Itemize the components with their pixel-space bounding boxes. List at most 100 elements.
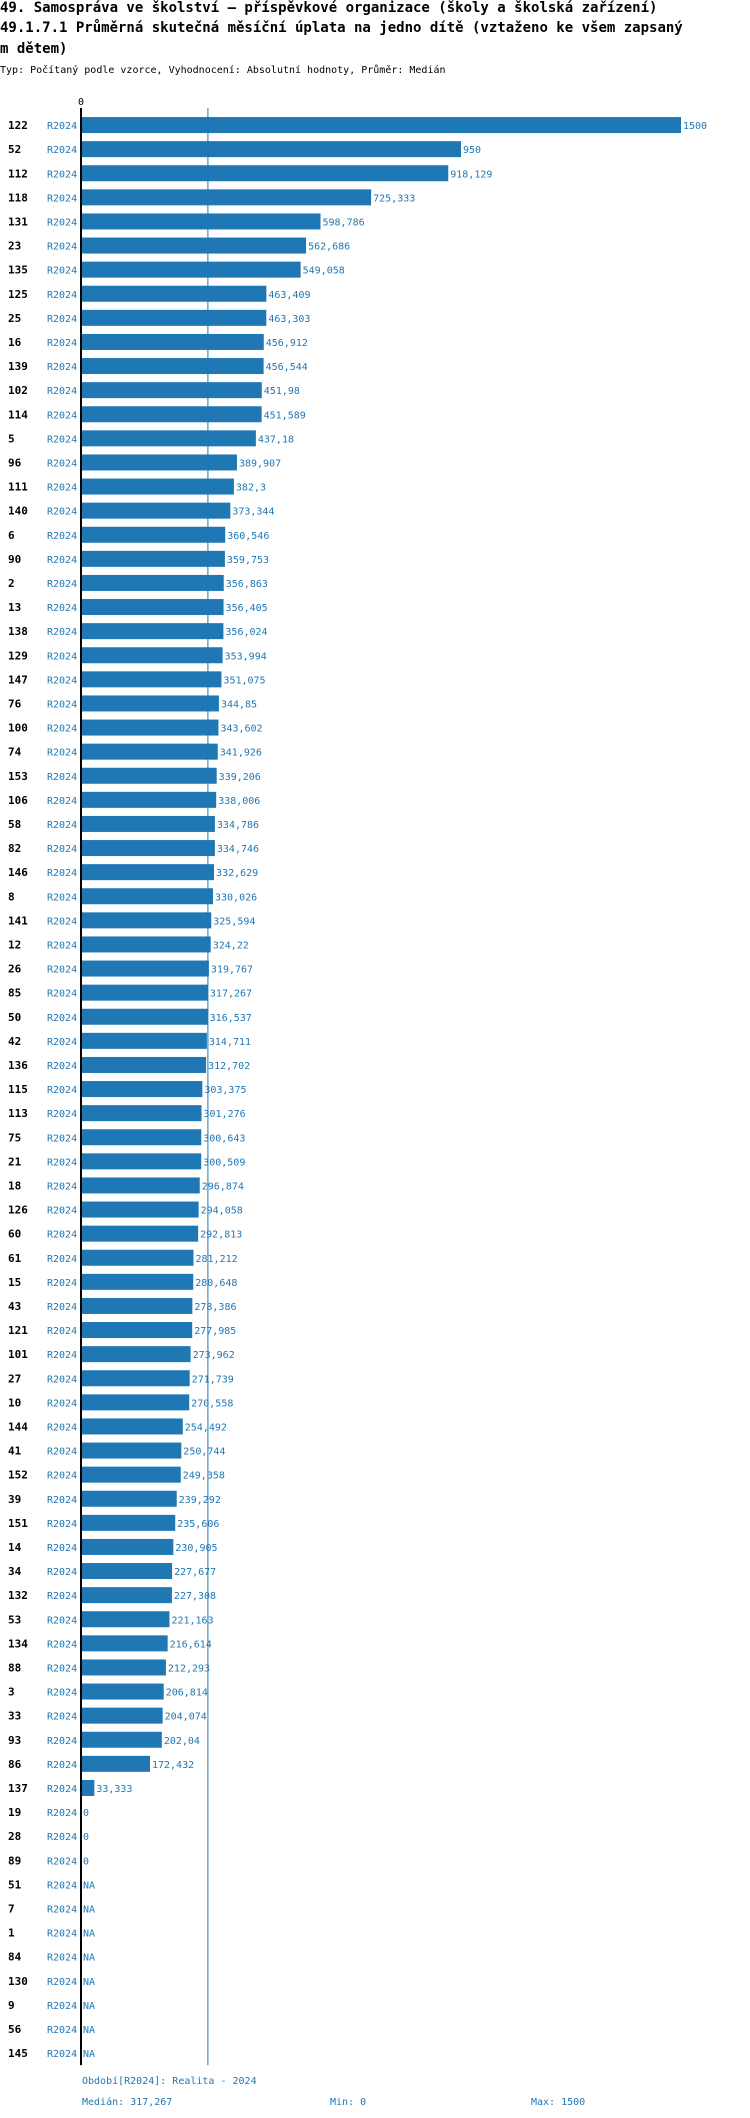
data-label: 319,767 (211, 965, 253, 976)
series-label: R2024 (47, 1302, 77, 1313)
row-id-label: 75 (8, 1131, 21, 1144)
series-label: R2024 (47, 531, 77, 542)
row-id-label: 14 (8, 1541, 22, 1554)
row-id-label: 42 (8, 1035, 21, 1048)
row-id-label: 152 (8, 1469, 28, 1482)
row-id-label: 12 (8, 938, 21, 951)
row-id-label: 151 (8, 1517, 28, 1530)
footer-min: Min: 0 (330, 2097, 367, 2108)
data-label: 325,594 (213, 916, 255, 927)
series-label: R2024 (47, 1157, 77, 1168)
data-label: 360,546 (227, 531, 269, 542)
data-label: 451,589 (264, 410, 306, 421)
row-id-label: 3 (8, 1686, 15, 1699)
row-id-label: 121 (8, 1324, 28, 1337)
series-label: R2024 (47, 1422, 77, 1433)
bar (81, 1755, 150, 1772)
row-id-label: 39 (8, 1493, 21, 1506)
row-id-label: 137 (8, 1782, 28, 1795)
series-label: R2024 (47, 965, 77, 976)
x-tick-label: 0 (78, 97, 84, 108)
series-label: R2024 (47, 1326, 77, 1337)
bar (81, 599, 224, 616)
series-label: R2024 (47, 1206, 77, 1217)
series-label: R2024 (47, 1688, 77, 1699)
data-label: 202,04 (164, 1736, 200, 1747)
data-label: 356,863 (226, 579, 268, 590)
bar (81, 189, 372, 206)
bar (81, 1032, 207, 1049)
row-id-label: 27 (8, 1372, 21, 1385)
series-label: R2024 (47, 1639, 77, 1650)
row-id-label: 129 (8, 649, 28, 662)
row-id-label: 144 (8, 1420, 28, 1433)
footer-period: Období[R2024]: Realita - 2024 (82, 2076, 257, 2087)
row-id-label: 138 (8, 625, 28, 638)
series-label: R2024 (47, 2049, 77, 2060)
data-label: NA (83, 1929, 95, 1940)
series-label: R2024 (47, 1615, 77, 1626)
bar (81, 237, 307, 254)
bar (81, 888, 214, 905)
series-label: R2024 (47, 1519, 77, 1530)
data-label: 463,409 (268, 290, 310, 301)
series-label: R2024 (47, 1471, 77, 1482)
row-id-label: 74 (8, 746, 22, 759)
row-id-label: 139 (8, 360, 28, 373)
data-label: 330,026 (215, 892, 257, 903)
series-label: R2024 (47, 844, 77, 855)
row-id-label: 125 (8, 288, 28, 301)
data-label: 212,293 (168, 1663, 210, 1674)
bar (81, 333, 264, 350)
series-label: R2024 (47, 1712, 77, 1723)
bar (81, 574, 224, 591)
bar (81, 936, 211, 953)
row-id-label: 5 (8, 432, 15, 445)
bar (81, 1322, 193, 1339)
data-label: 294,058 (201, 1206, 243, 1217)
bar (81, 1611, 170, 1628)
data-label: 373,344 (232, 507, 274, 518)
row-id-label: 88 (8, 1661, 21, 1674)
series-label: R2024 (47, 1760, 77, 1771)
data-label: 300,643 (203, 1133, 245, 1144)
data-label: 324,22 (213, 940, 249, 951)
row-id-label: 6 (8, 529, 15, 542)
series-label: R2024 (47, 989, 77, 1000)
data-label: 339,206 (219, 772, 261, 783)
row-id-label: 34 (8, 1565, 22, 1578)
bar (81, 1490, 177, 1507)
series-label: R2024 (47, 579, 77, 590)
row-id-label: 9 (8, 1999, 15, 2012)
bar (81, 1563, 173, 1580)
row-id-label: 145 (8, 2047, 28, 2060)
series-label: R2024 (47, 1832, 77, 1843)
row-id-label: 111 (8, 481, 28, 494)
chart-subtitle: Typ: Počítaný podle vzorce, Vyhodnocení:… (0, 65, 446, 76)
data-label: 0 (83, 1856, 89, 1867)
bar (81, 1225, 199, 1242)
row-id-label: 51 (8, 1878, 22, 1891)
bar (81, 743, 218, 760)
chart-title-line-3: m dětem) (0, 41, 68, 57)
bar (81, 1273, 194, 1290)
series-label: R2024 (47, 724, 77, 735)
data-label: 1500 (683, 121, 707, 132)
row-id-label: 93 (8, 1734, 21, 1747)
row-id-label: 7 (8, 1902, 15, 1915)
bar (81, 213, 321, 230)
bar (81, 1466, 181, 1483)
data-label: 389,907 (239, 458, 281, 469)
row-id-label: 112 (8, 167, 28, 180)
data-label: 351,075 (223, 675, 265, 686)
data-label: NA (83, 1977, 95, 1988)
series-label: R2024 (47, 892, 77, 903)
row-id-label: 118 (8, 191, 28, 204)
row-id-label: 16 (8, 336, 22, 349)
footer-median: Medián: 317,267 (82, 2097, 173, 2108)
series-label: R2024 (47, 362, 77, 373)
bar (81, 1442, 182, 1459)
data-label: 281,212 (195, 1254, 237, 1265)
series-label: R2024 (47, 458, 77, 469)
row-id-label: 132 (8, 1589, 28, 1602)
